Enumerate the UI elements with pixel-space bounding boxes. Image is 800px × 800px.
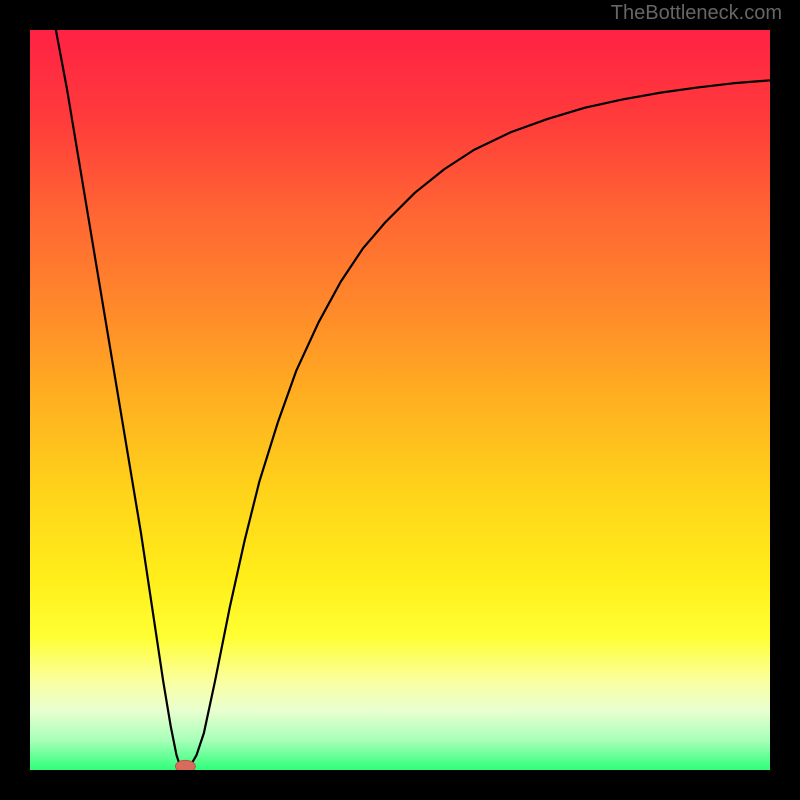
gradient-background xyxy=(30,30,770,770)
chart-plot-area xyxy=(30,30,770,770)
watermark-text: TheBottleneck.com xyxy=(611,2,782,25)
bottleneck-curve-chart xyxy=(30,30,770,770)
optimal-point-marker xyxy=(175,760,195,770)
